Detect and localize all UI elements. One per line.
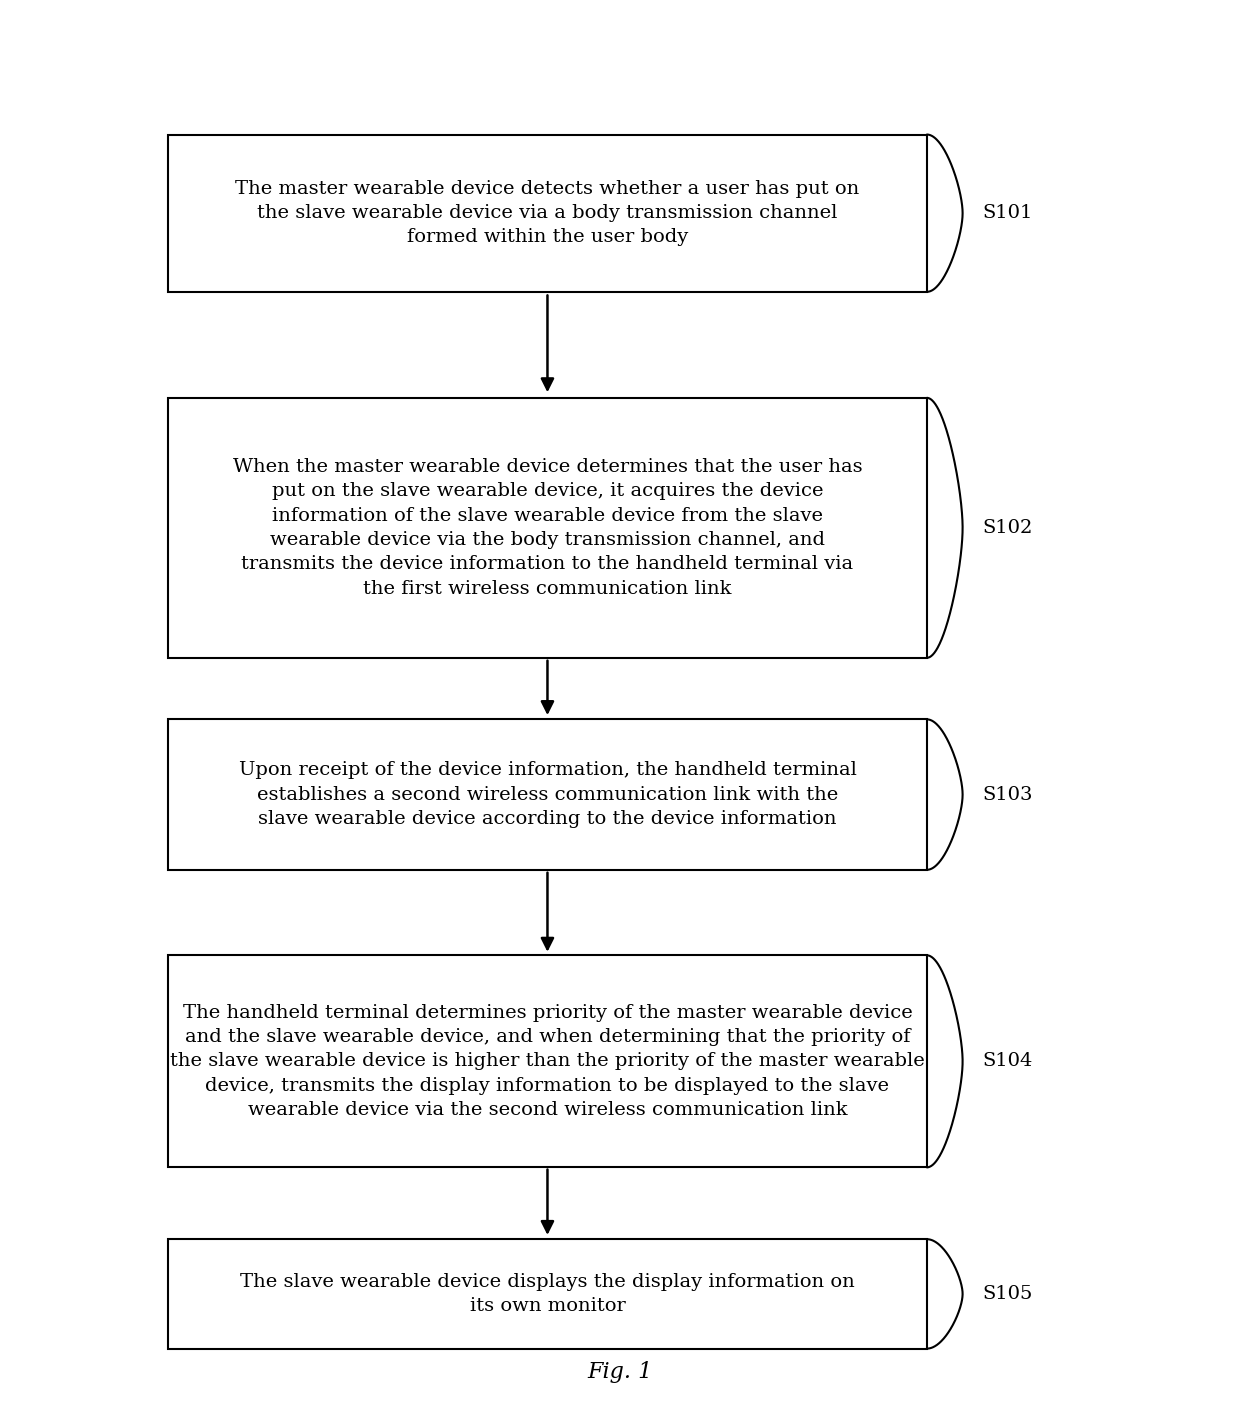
Text: Fig. 1: Fig. 1 xyxy=(588,1361,652,1382)
Bar xyxy=(167,955,928,1167)
Text: S101: S101 xyxy=(982,204,1033,222)
Text: The master wearable device detects whether a user has put on
the slave wearable : The master wearable device detects wheth… xyxy=(236,180,859,247)
Text: The handheld terminal determines priority of the master wearable device
and the : The handheld terminal determines priorit… xyxy=(170,1003,925,1119)
Text: S103: S103 xyxy=(982,785,1033,804)
Text: S105: S105 xyxy=(982,1285,1033,1302)
Bar xyxy=(167,1240,928,1348)
Bar xyxy=(167,398,928,658)
Text: Upon receipt of the device information, the handheld terminal
establishes a seco: Upon receipt of the device information, … xyxy=(238,761,857,828)
Bar xyxy=(167,134,928,292)
Text: When the master wearable device determines that the user has
put on the slave we: When the master wearable device determin… xyxy=(233,457,862,597)
Text: S102: S102 xyxy=(982,519,1033,537)
Bar xyxy=(167,720,928,869)
Text: S104: S104 xyxy=(982,1052,1033,1070)
Text: The slave wearable device displays the display information on
its own monitor: The slave wearable device displays the d… xyxy=(241,1273,854,1315)
